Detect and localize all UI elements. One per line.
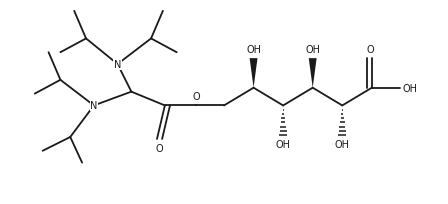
Text: OH: OH bbox=[335, 139, 350, 149]
Text: OH: OH bbox=[305, 45, 320, 55]
Text: O: O bbox=[193, 92, 200, 102]
Text: OH: OH bbox=[276, 139, 291, 149]
Text: O: O bbox=[366, 45, 374, 55]
Text: N: N bbox=[114, 60, 121, 70]
Text: O: O bbox=[155, 143, 163, 153]
Text: N: N bbox=[90, 101, 98, 111]
Text: OH: OH bbox=[246, 45, 261, 55]
Polygon shape bbox=[309, 59, 317, 88]
Text: OH: OH bbox=[403, 83, 418, 93]
Polygon shape bbox=[250, 59, 258, 88]
